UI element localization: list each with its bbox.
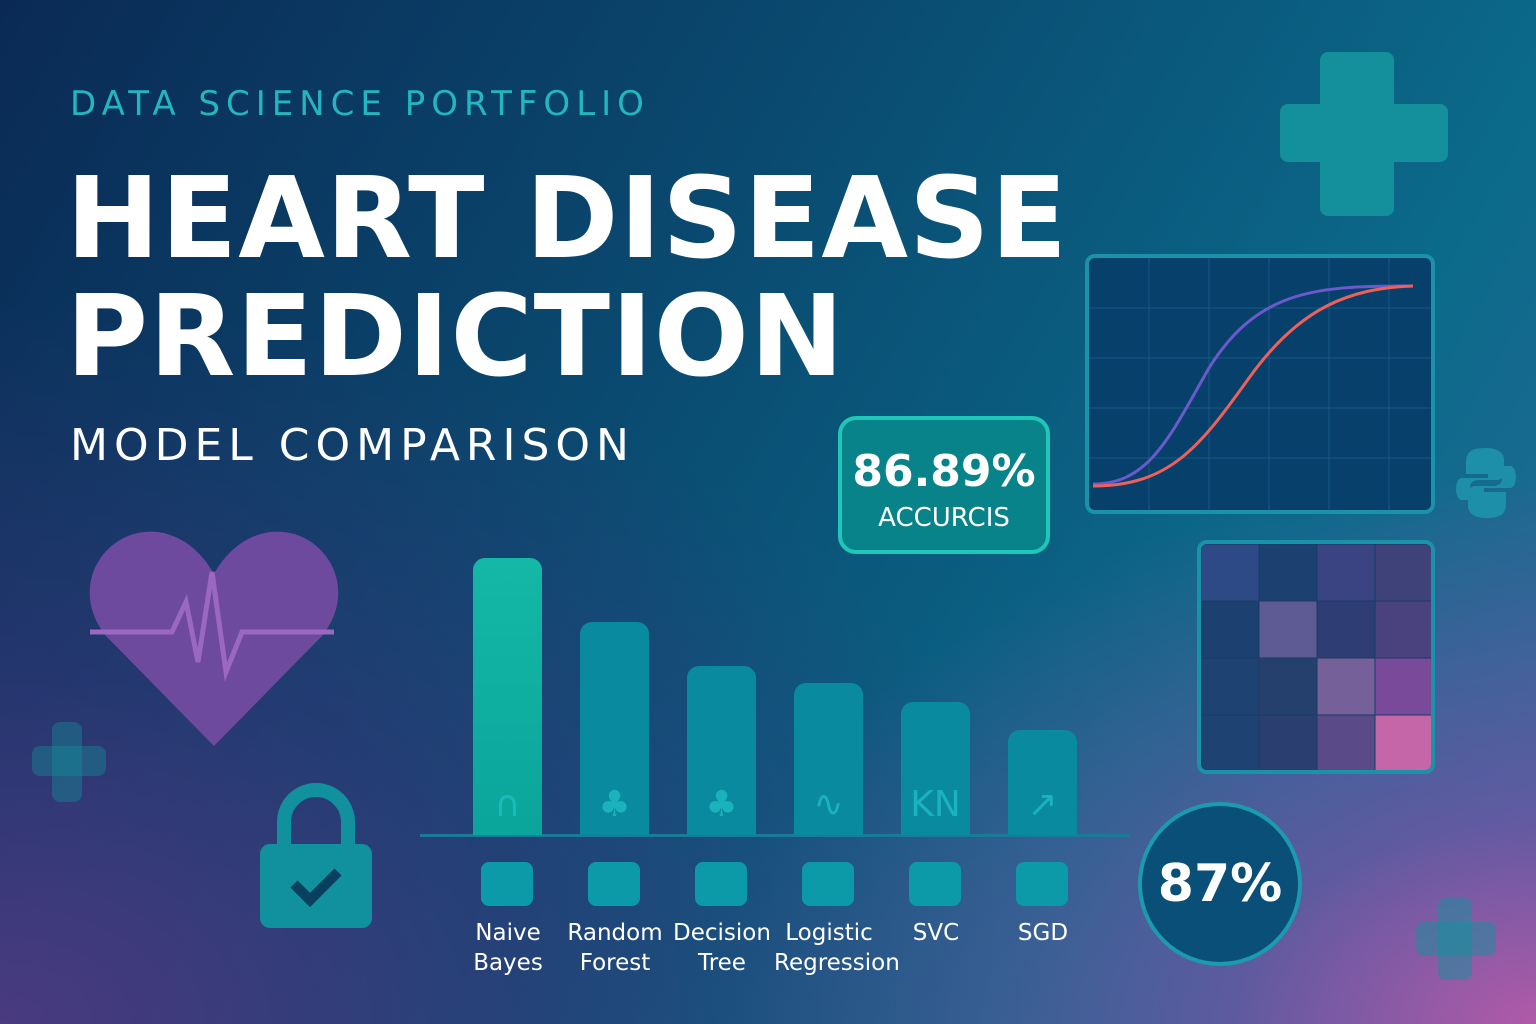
matrix-cell bbox=[1374, 544, 1431, 602]
model-icon bbox=[588, 862, 640, 906]
model-label: SVC bbox=[881, 918, 991, 948]
matrix-cell bbox=[1316, 714, 1376, 770]
arrow-up-right-icon: ↗ bbox=[1027, 784, 1058, 825]
matrix-cell bbox=[1374, 600, 1431, 659]
lock-check-icon bbox=[260, 783, 372, 928]
tree-icon: ♣ bbox=[705, 784, 738, 825]
model-label-line: Random bbox=[567, 920, 663, 946]
matrix-cell bbox=[1201, 657, 1260, 716]
roc-curve-b bbox=[1092, 284, 1414, 488]
matrix-cell bbox=[1258, 657, 1318, 716]
matrix-cell bbox=[1258, 714, 1318, 770]
accuracy-gauge: 87% bbox=[1138, 802, 1302, 966]
model-label-line: SVC bbox=[912, 920, 960, 946]
kn-icon: KN bbox=[910, 784, 961, 825]
model-icon bbox=[802, 862, 854, 906]
plus-decoration bbox=[52, 722, 82, 802]
model-label: Logistic Regression bbox=[774, 918, 900, 978]
spike-curve-icon: ∿ bbox=[813, 784, 844, 825]
matrix-cell bbox=[1258, 544, 1318, 602]
accuracy-label: ACCURCIS bbox=[878, 503, 1010, 533]
bar-decision: ♣ bbox=[687, 666, 756, 835]
bell-curve-icon: ∩ bbox=[494, 784, 521, 825]
accuracy-card: 86.89% ACCURCIS bbox=[838, 416, 1050, 554]
model-label-line: Decision bbox=[673, 920, 771, 946]
title-line: PREDICTION bbox=[66, 272, 845, 402]
roc-curve-panel bbox=[1085, 254, 1435, 514]
model-label-line: Forest bbox=[579, 950, 651, 976]
python-icon bbox=[1456, 448, 1516, 518]
bar-sgd: ↗ bbox=[1008, 730, 1077, 835]
model-icon bbox=[695, 862, 747, 906]
heart-icon bbox=[89, 531, 339, 746]
matrix-cell bbox=[1201, 714, 1260, 770]
model-icon bbox=[481, 862, 533, 906]
chart-baseline bbox=[420, 834, 1130, 837]
confusion-matrix-panel bbox=[1197, 540, 1435, 774]
matrix-cell bbox=[1316, 600, 1376, 659]
matrix-cell bbox=[1374, 714, 1431, 770]
plus-decoration bbox=[1416, 922, 1496, 956]
page-title: HEART DISEASE PREDICTION bbox=[66, 160, 1068, 396]
bar-logistic: ∿ bbox=[794, 683, 863, 835]
model-icon bbox=[1016, 862, 1068, 906]
roc-curve-a bbox=[1092, 284, 1414, 486]
matrix-cell bbox=[1374, 657, 1431, 716]
model-icon bbox=[909, 862, 961, 906]
matrix-cell bbox=[1258, 600, 1318, 659]
model-label: SGD bbox=[988, 918, 1098, 948]
bar-naive: ∩ bbox=[473, 558, 542, 835]
tree-icon: ♣ bbox=[598, 784, 631, 825]
model-label-line: Bayes bbox=[473, 950, 543, 976]
bar-random: ♣ bbox=[580, 622, 649, 835]
kicker: DATA SCIENCE PORTFOLIO bbox=[70, 84, 650, 124]
matrix-cell bbox=[1316, 544, 1376, 602]
model-label-line: Logistic bbox=[785, 920, 873, 946]
matrix-cell bbox=[1201, 544, 1260, 602]
gauge-value: 87% bbox=[1157, 854, 1283, 914]
matrix-cell bbox=[1201, 600, 1260, 659]
model-label: Naive Bayes bbox=[453, 918, 563, 978]
title-line: HEART DISEASE bbox=[66, 154, 1069, 284]
subtitle: MODEL COMPARISON bbox=[70, 420, 635, 471]
model-label-line: Tree bbox=[698, 950, 746, 976]
bar-svc: KN bbox=[901, 702, 970, 835]
accuracy-value: 86.89% bbox=[852, 446, 1036, 497]
matrix-cell bbox=[1316, 657, 1376, 716]
model-label: Decision Tree bbox=[667, 918, 777, 978]
plus-decoration bbox=[1280, 104, 1448, 162]
model-label-line: Naive bbox=[475, 920, 541, 946]
model-label-line: Regression bbox=[774, 950, 900, 976]
plus-decoration bbox=[32, 746, 106, 776]
model-label-line: SGD bbox=[1017, 920, 1069, 946]
model-label: Random Forest bbox=[560, 918, 670, 978]
